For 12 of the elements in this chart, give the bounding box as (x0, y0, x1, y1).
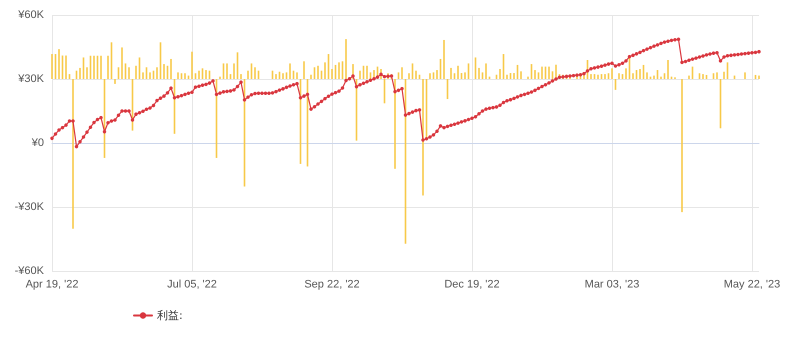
x-tick-label: Dec 19, '22 (444, 278, 500, 290)
x-tick-label: Sep 22, '22 (304, 278, 360, 290)
y-tick-label: -¥60K (14, 265, 45, 277)
x-tick-label: Jul 05, '22 (167, 278, 217, 290)
x-tick-label: May 22, '23 (724, 278, 780, 290)
legend-label: 利益: (157, 309, 183, 322)
y-tick-label: ¥0 (30, 137, 44, 149)
y-tick-label: -¥30K (14, 201, 45, 213)
y-tick-label: ¥60K (17, 9, 45, 21)
x-tick-label: Mar 03, '23 (584, 278, 640, 290)
y-tick-label: ¥30K (17, 73, 45, 85)
x-tick-label: Apr 19, '22 (26, 278, 78, 290)
